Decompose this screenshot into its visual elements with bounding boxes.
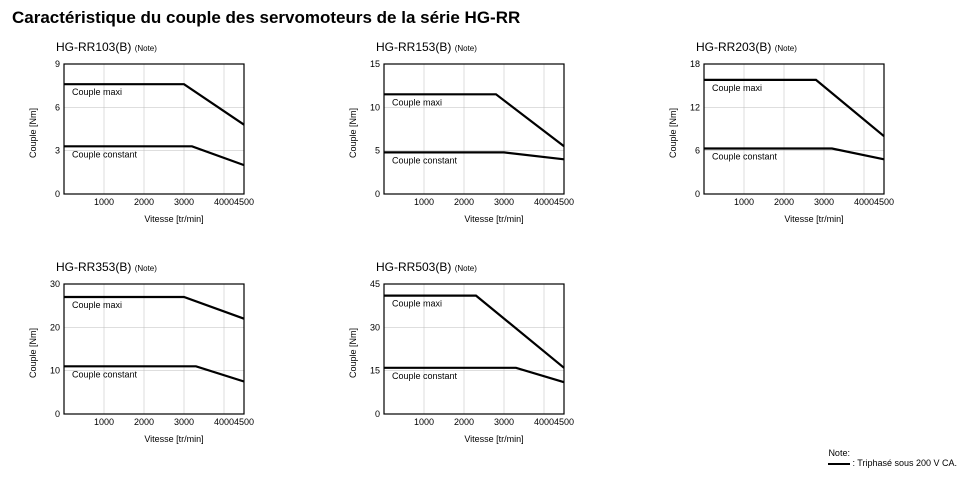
svg-text:4000: 4000 xyxy=(534,197,554,207)
svg-text:2000: 2000 xyxy=(454,197,474,207)
svg-text:1000: 1000 xyxy=(94,197,114,207)
chart-title: HG-RR203(B) (Note) xyxy=(696,40,932,54)
axis-x-label: Vitesse [tr/min] xyxy=(56,214,292,224)
axis-y-label: Couple [Nm] xyxy=(28,328,38,378)
chart-title: HG-RR503(B) (Note) xyxy=(376,260,612,274)
chart-cell: HG-RR153(B) (Note)Couple [Nm]05101510002… xyxy=(352,40,612,250)
svg-text:18: 18 xyxy=(690,59,700,69)
axis-x-label: Vitesse [tr/min] xyxy=(376,214,612,224)
svg-text:12: 12 xyxy=(690,102,700,112)
svg-text:Couple constant: Couple constant xyxy=(72,369,138,379)
svg-text:6: 6 xyxy=(55,102,60,112)
svg-text:0: 0 xyxy=(55,189,60,199)
chart-note-suffix: (Note) xyxy=(135,264,157,273)
svg-text:20: 20 xyxy=(50,322,60,332)
page-title: Caractéristique du couple des servomoteu… xyxy=(12,8,957,28)
chart-note-suffix: (Note) xyxy=(455,264,477,273)
axis-y-label: Couple [Nm] xyxy=(668,108,678,158)
svg-text:4000: 4000 xyxy=(534,417,554,427)
svg-text:9: 9 xyxy=(55,59,60,69)
note-label: Note: xyxy=(828,448,957,458)
chart-cell: HG-RR103(B) (Note)Couple [Nm]03691000200… xyxy=(32,40,292,250)
line-sample-icon xyxy=(828,463,850,465)
svg-text:15: 15 xyxy=(370,59,380,69)
chart-cell: HG-RR203(B) (Note)Couple [Nm]06121810002… xyxy=(672,40,932,250)
svg-text:2000: 2000 xyxy=(774,197,794,207)
axis-x-label: Vitesse [tr/min] xyxy=(696,214,932,224)
svg-text:1000: 1000 xyxy=(94,417,114,427)
svg-text:2000: 2000 xyxy=(134,197,154,207)
svg-text:Couple maxi: Couple maxi xyxy=(392,97,442,107)
chart-svg-wrap: Couple [Nm]06121810002000300040004500Cou… xyxy=(672,58,932,214)
svg-text:3000: 3000 xyxy=(814,197,834,207)
svg-text:1000: 1000 xyxy=(734,197,754,207)
svg-text:30: 30 xyxy=(370,322,380,332)
chart-svg-wrap: Couple [Nm]010203010002000300040004500Co… xyxy=(32,278,292,434)
svg-text:45: 45 xyxy=(370,279,380,289)
svg-text:0: 0 xyxy=(375,189,380,199)
svg-text:1000: 1000 xyxy=(414,197,434,207)
chart-title: HG-RR353(B) (Note) xyxy=(56,260,292,274)
svg-text:3000: 3000 xyxy=(174,197,194,207)
svg-text:1000: 1000 xyxy=(414,417,434,427)
svg-text:Couple constant: Couple constant xyxy=(392,155,458,165)
axis-y-label: Couple [Nm] xyxy=(348,108,358,158)
svg-text:0: 0 xyxy=(55,409,60,419)
svg-text:Couple constant: Couple constant xyxy=(712,152,778,162)
axis-x-label: Vitesse [tr/min] xyxy=(376,434,612,444)
svg-text:3000: 3000 xyxy=(494,197,514,207)
axis-y-label: Couple [Nm] xyxy=(348,328,358,378)
svg-text:4000: 4000 xyxy=(854,197,874,207)
axis-x-label: Vitesse [tr/min] xyxy=(56,434,292,444)
svg-text:4500: 4500 xyxy=(554,417,574,427)
svg-text:4500: 4500 xyxy=(554,197,574,207)
svg-text:Couple maxi: Couple maxi xyxy=(392,299,442,309)
chart-svg-wrap: Couple [Nm]015304510002000300040004500Co… xyxy=(352,278,612,434)
charts-grid: HG-RR103(B) (Note)Couple [Nm]03691000200… xyxy=(32,40,957,470)
note-box: Note: : Triphasé sous 200 V CA. xyxy=(828,448,957,468)
svg-text:6: 6 xyxy=(695,146,700,156)
svg-text:4500: 4500 xyxy=(234,417,254,427)
svg-text:5: 5 xyxy=(375,146,380,156)
svg-text:4000: 4000 xyxy=(214,417,234,427)
svg-text:0: 0 xyxy=(375,409,380,419)
chart-title: HG-RR103(B) (Note) xyxy=(56,40,292,54)
chart-note-suffix: (Note) xyxy=(775,44,797,53)
chart-svg-wrap: Couple [Nm]05101510002000300040004500Cou… xyxy=(352,58,612,214)
svg-text:4500: 4500 xyxy=(874,197,894,207)
chart-note-suffix: (Note) xyxy=(455,44,477,53)
chart-title: HG-RR153(B) (Note) xyxy=(376,40,612,54)
svg-text:Couple maxi: Couple maxi xyxy=(72,300,122,310)
svg-text:15: 15 xyxy=(370,366,380,376)
svg-text:4000: 4000 xyxy=(214,197,234,207)
svg-text:Couple constant: Couple constant xyxy=(392,371,458,381)
svg-text:4500: 4500 xyxy=(234,197,254,207)
svg-text:2000: 2000 xyxy=(134,417,154,427)
chart-cell: HG-RR353(B) (Note)Couple [Nm]01020301000… xyxy=(32,260,292,470)
svg-text:30: 30 xyxy=(50,279,60,289)
svg-text:10: 10 xyxy=(370,102,380,112)
chart-cell: HG-RR503(B) (Note)Couple [Nm]01530451000… xyxy=(352,260,612,470)
svg-text:Couple maxi: Couple maxi xyxy=(72,87,122,97)
svg-text:Couple constant: Couple constant xyxy=(72,149,138,159)
chart-note-suffix: (Note) xyxy=(135,44,157,53)
svg-text:Couple maxi: Couple maxi xyxy=(712,83,762,93)
axis-y-label: Couple [Nm] xyxy=(28,108,38,158)
svg-text:10: 10 xyxy=(50,366,60,376)
note-legend: : Triphasé sous 200 V CA. xyxy=(828,458,957,468)
chart-svg-wrap: Couple [Nm]036910002000300040004500Coupl… xyxy=(32,58,292,214)
svg-text:3: 3 xyxy=(55,146,60,156)
svg-text:3000: 3000 xyxy=(174,417,194,427)
svg-text:3000: 3000 xyxy=(494,417,514,427)
svg-text:0: 0 xyxy=(695,189,700,199)
note-text: Triphasé sous 200 V CA. xyxy=(857,458,957,468)
svg-text:2000: 2000 xyxy=(454,417,474,427)
